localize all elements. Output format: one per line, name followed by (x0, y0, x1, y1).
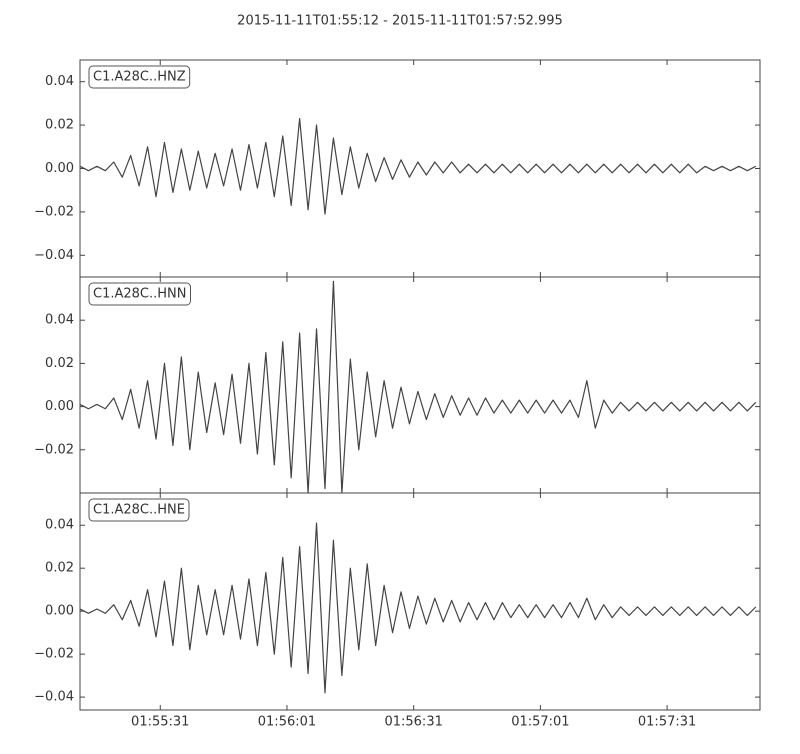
trace (80, 280, 757, 493)
trace-label: C1.A28C..HNN (93, 287, 186, 302)
x-tick-label: 01:57:01 (511, 715, 569, 730)
y-tick-label: 0.02 (45, 118, 74, 133)
y-tick-label: 0.04 (45, 518, 74, 533)
y-tick-label: −0.04 (34, 690, 74, 705)
y-tick-label: 0.04 (45, 74, 74, 89)
y-tick-label: −0.02 (34, 204, 74, 219)
y-tick-label: 0.00 (45, 161, 74, 176)
y-tick-label: −0.02 (34, 647, 74, 662)
trace-label-box (88, 282, 191, 306)
y-tick-label: −0.02 (34, 442, 74, 457)
y-tick-label: 0.00 (45, 604, 74, 619)
trace-label-box (88, 65, 191, 89)
x-tick-label: 01:55:31 (131, 715, 189, 730)
trace (80, 117, 757, 215)
trace (80, 522, 757, 694)
x-tick-label: 01:57:31 (638, 715, 696, 730)
y-tick-label: 0.00 (45, 399, 74, 414)
y-tick-label: 0.02 (45, 561, 74, 576)
y-tick-label: −0.04 (34, 248, 74, 263)
trace-label: C1.A28C..HNE (93, 503, 185, 518)
axes-frame (79, 492, 761, 711)
trace-label-box (88, 498, 190, 522)
chart-title: 2015-11-11T01:55:12 - 2015-11-11T01:57:5… (237, 14, 563, 29)
x-tick-label: 01:56:01 (258, 715, 316, 730)
x-tick-label: 01:56:31 (384, 715, 442, 730)
trace-label: C1.A28C..HNZ (93, 70, 186, 85)
y-tick-label: 0.04 (45, 313, 74, 328)
y-tick-label: 0.02 (45, 356, 74, 371)
